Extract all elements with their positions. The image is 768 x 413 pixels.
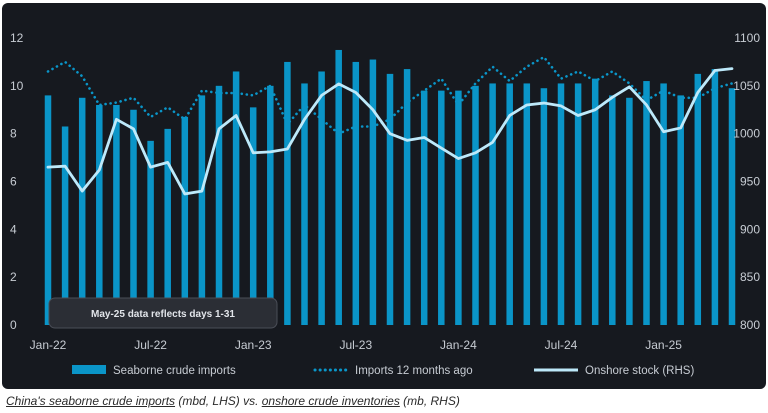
left-tick-8: 8 [10,127,17,141]
bar-Dec-23 [438,90,445,326]
dotted-line-group [46,55,734,135]
right-tick-900: 900 [740,222,760,236]
caption-part-units-1: (mbd, LHS) vs. [175,394,262,408]
x-tick-Jul-22: Jul-22 [134,338,167,352]
right-tick-1000: 1000 [733,127,760,141]
bar-Apr-22 [96,104,103,325]
bar-Apr-25 [711,69,719,325]
bar-Mar-25 [694,73,702,326]
x-tick-Jan-22: Jan-22 [30,338,67,352]
imports-12m-ago-line [46,55,734,135]
left-tick-12: 12 [10,31,24,45]
bar-Jul-23 [352,61,360,326]
annotation-text: May-25 data reflects days 1-31 [91,309,235,320]
right-tick-850: 850 [740,270,760,284]
bar-Feb-22 [61,126,69,326]
annotation-group: May-25 data reflects days 1-31 [48,297,278,329]
right-tick-1050: 1050 [733,79,760,93]
bar-Dec-24 [643,81,650,325]
figure-caption: China's seaborne crude imports (mbd, LHS… [6,394,460,408]
bar-Feb-23 [267,85,274,325]
legend-label-imports-12m-ago: Imports 12 months ago [355,365,473,377]
bar-Jan-24 [455,90,462,326]
bar-Jan-25 [660,83,667,325]
bar-Nov-24 [626,97,633,325]
bar-Oct-22 [198,95,206,326]
caption-part-units-2: (mb, RHS) [399,394,460,408]
stock-line-group [46,67,734,196]
x-axis-ticks: Jan-22 Jul-22 Jan-23 Jul-23 Jan-24 Jul-24 Jan-… [30,338,683,352]
bar-Feb-24 [472,85,479,325]
legend: Seaborne crude imports Imports 12 months… [72,365,694,377]
bar-Sep-22 [181,116,189,326]
left-tick-0: 0 [10,318,17,332]
bar-Aug-24 [574,83,582,325]
bar-Aug-23 [369,59,377,325]
right-tick-800: 800 [740,318,760,332]
bar-Oct-24 [609,95,616,326]
bars-group [44,49,736,326]
chart-svg: May-25 data reflects days 1-31 0 2 4 6 8 10 12… [10,31,760,377]
left-tick-2: 2 [10,270,17,284]
left-axis-ticks: 0 2 4 6 8 10 12 [10,31,24,332]
right-tick-1100: 1100 [734,31,760,45]
bar-Jun-22 [130,109,137,325]
x-tick-Jan-23: Jan-23 [235,338,272,352]
chart-panel: May-25 data reflects days 1-31 0 2 4 6 8 10 12… [2,3,766,389]
x-tick-Jul-23: Jul-23 [339,338,372,352]
x-tick-Jul-24: Jul-24 [545,338,578,352]
right-tick-950: 950 [740,175,760,189]
x-tick-Jan-25: Jan-25 [645,338,682,352]
legend-label-onshore-stock: Onshore stock (RHS) [585,365,694,377]
bar-Sep-24 [591,78,599,325]
x-tick-Jan-24: Jan-24 [440,338,477,352]
bar-Oct-23 [403,69,411,325]
left-tick-6: 6 [10,175,17,189]
bar-Nov-23 [420,90,428,326]
bar-Jun-24 [540,88,548,325]
bar-May-24 [523,83,531,325]
bar-Aug-22 [164,128,171,325]
legend-swatch-seaborne-imports [72,365,106,374]
bar-Jul-24 [557,83,565,325]
bar-Feb-25 [677,95,684,326]
bar-Mar-23 [284,61,291,326]
onshore-stock-line [46,67,734,196]
left-tick-4: 4 [10,222,17,236]
bar-Nov-22 [215,85,223,325]
bar-Apr-24 [506,83,513,325]
left-tick-10: 10 [10,79,24,93]
annotation-box [48,297,278,329]
bar-Apr-23 [301,83,308,325]
bar-Sep-23 [386,73,394,326]
bar-May-22 [113,104,120,325]
bar-Mar-24 [489,83,496,325]
legend-label-seaborne-imports: Seaborne crude imports [113,365,236,377]
bar-May-23 [318,71,325,325]
right-axis-ticks: 800 850 900 950 1000 1050 1100 [733,31,760,332]
caption-part-inventories: onshore crude inventories [261,394,400,408]
bar-Dec-22 [232,71,240,325]
bar-Jan-23 [249,107,257,325]
bar-May-25 [728,88,736,325]
bar-Jul-22 [147,140,154,325]
bar-Mar-22 [78,97,86,325]
caption-part-imports: China's seaborne crude imports [6,394,176,408]
bar-Jun-23 [335,49,342,326]
bar-Jan-22 [44,95,52,326]
